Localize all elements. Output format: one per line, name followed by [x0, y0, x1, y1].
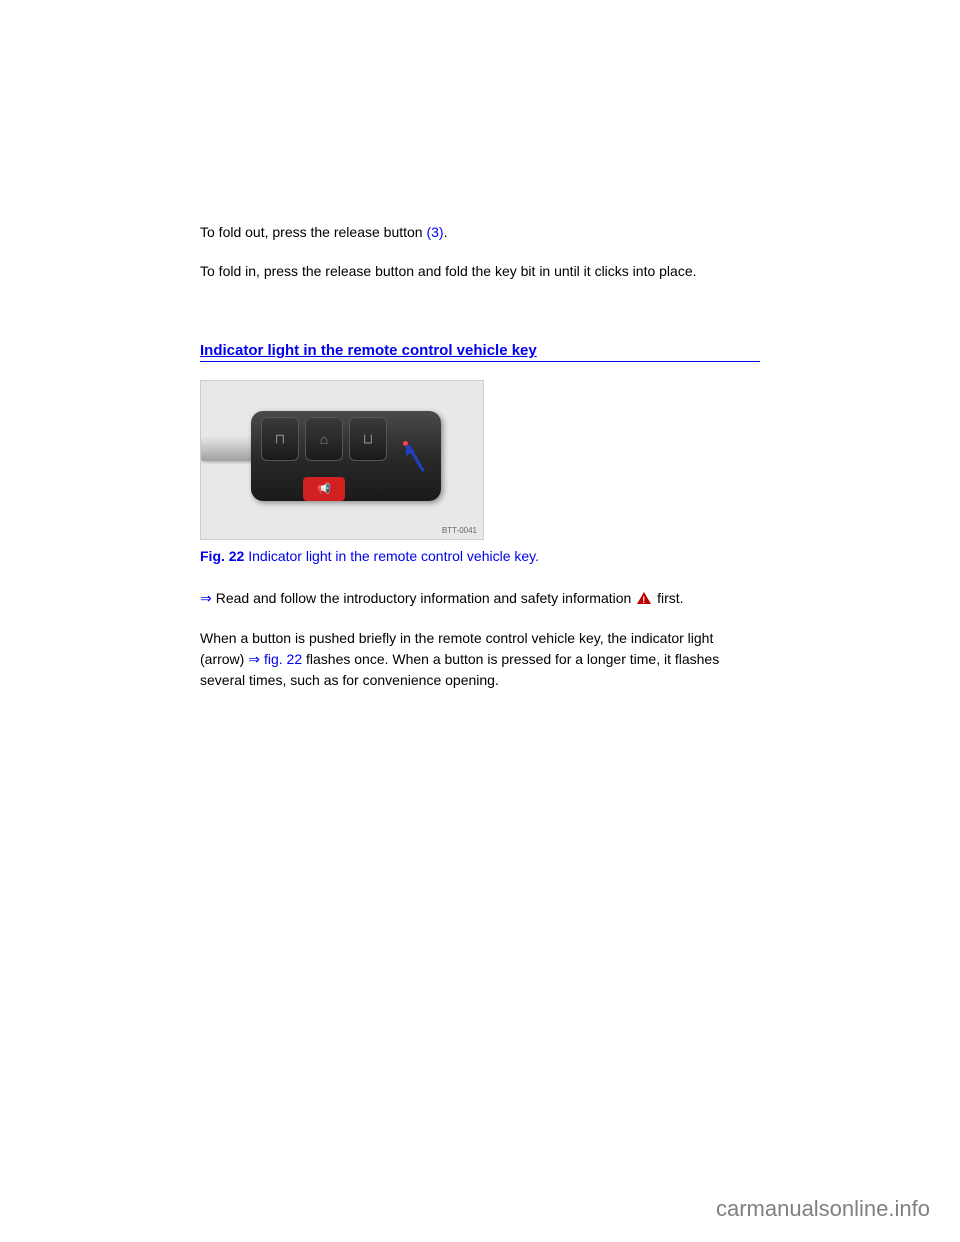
read-first-paragraph: ⇒Read and follow the introductory inform… [200, 588, 760, 610]
document-content: To fold out, press the release button (3… [0, 0, 960, 691]
figure-image: ⊓ ⌂ ⊔ 📢 BTT-0041 [200, 380, 484, 540]
trunk-button-graphic: ⌂ [305, 417, 343, 461]
figure-caption-text: Indicator light in the remote control ve… [244, 548, 539, 564]
fold-in-paragraph: To fold in, press the release button and… [200, 261, 760, 282]
figure-container: ⊓ ⌂ ⊔ 📢 BTT-0041 [200, 380, 760, 540]
unlock-button-graphic: ⊓ [261, 417, 299, 461]
lock-icon: ⊔ [363, 431, 374, 448]
intro-text-prefix: To fold out, press the release button [200, 224, 426, 240]
figure-number: Fig. 22 [200, 548, 244, 564]
intro-paragraph: To fold out, press the release button (3… [200, 222, 760, 243]
warning-icon: ! [637, 589, 651, 610]
section-heading: Indicator light in the remote control ve… [200, 342, 760, 362]
read-first-prefix: Read and follow the introductory informa… [216, 590, 635, 606]
trunk-icon: ⌂ [320, 431, 328, 447]
lock-button-graphic: ⊔ [349, 417, 387, 461]
arrow-line-icon [407, 445, 425, 472]
panic-icon: 📢 [317, 483, 331, 496]
fig-22-link[interactable]: fig. 22 [264, 651, 302, 667]
ref-link-3[interactable]: (3) [426, 224, 443, 240]
watermark: carmanualsonline.info [716, 1196, 930, 1222]
arrow-icon: ⇒ [200, 590, 212, 606]
indicator-paragraph: When a button is pushed briefly in the r… [200, 628, 760, 691]
arrow-icon-inline: ⇒ [248, 651, 260, 667]
figure-caption: Fig. 22 Indicator light in the remote co… [200, 548, 760, 564]
arrow-pointer-graphic [407, 446, 437, 476]
read-first-suffix: first. [653, 590, 683, 606]
panic-button-graphic: 📢 [303, 477, 345, 501]
unlock-icon: ⊓ [275, 431, 286, 448]
figure-code-label: BTT-0041 [442, 526, 477, 535]
intro-text-suffix: . [444, 224, 448, 240]
